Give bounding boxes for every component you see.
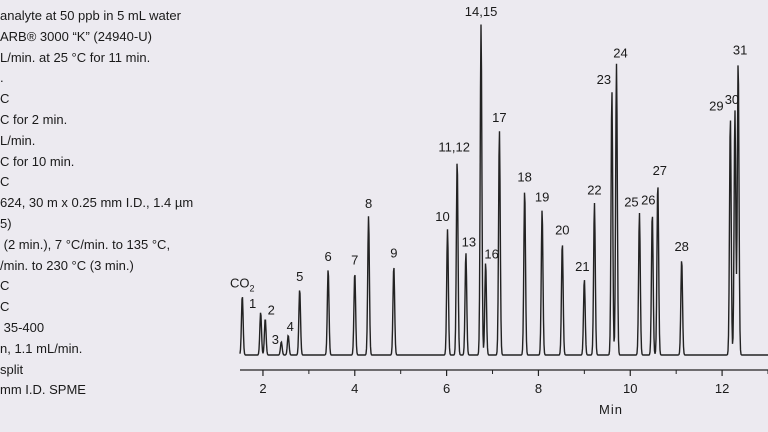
peak-label: 22 — [587, 183, 601, 198]
x-tick-label: 6 — [443, 381, 450, 396]
peak-label: 18 — [517, 170, 531, 185]
x-tick-label: 12 — [715, 381, 729, 396]
x-tick-label: 10 — [623, 381, 637, 396]
peak-label: 31 — [733, 42, 747, 57]
peak-label: 21 — [575, 259, 589, 274]
peak-label: 23 — [597, 72, 611, 87]
peak-label: 26 — [641, 193, 655, 208]
method-text-line: mm I.D. SPME — [0, 382, 86, 398]
peak-label: 1 — [249, 296, 256, 311]
peak-label: 24 — [613, 46, 627, 61]
peak-label: 9 — [390, 246, 397, 261]
peak-label: CO2 — [230, 275, 255, 293]
method-conditions-text: analyte at 50 ppb in 5 mL water ARB® 3000… — [0, 6, 245, 401]
method-text-line: L/min. at 25 °C for 11 min. — [0, 49, 151, 65]
x-axis-title: Min — [599, 402, 623, 417]
chromatogram-trace-group — [239, 24, 768, 356]
peak-label: 3 — [272, 332, 279, 347]
peak-label: 14,15 — [465, 4, 498, 19]
method-text-line: C — [0, 91, 10, 107]
peak-label: 8 — [365, 196, 372, 211]
peak-label: 19 — [535, 189, 549, 204]
method-text-line: n, 1.1 mL/min. — [0, 340, 83, 356]
method-text-line: C for 2 min. — [0, 111, 68, 127]
method-text-line: C — [0, 278, 10, 294]
peak-label: 25 — [624, 195, 638, 210]
x-tick-label: 4 — [351, 381, 358, 396]
peak-label: 10 — [435, 209, 449, 224]
method-text-line: . — [0, 70, 4, 86]
x-tick-label: 2 — [259, 381, 266, 396]
peak-label: 28 — [674, 239, 688, 254]
x-axis: 2 4 6 8 10 12 — [240, 369, 768, 396]
method-text-line: C — [0, 299, 10, 315]
peak-label: 20 — [555, 222, 569, 237]
peak-label: 2 — [268, 303, 275, 318]
method-text-line: L/min. — [0, 132, 36, 148]
method-text-line: /min. to 230 °C (3 min.) — [0, 257, 134, 273]
method-text-line: C for 10 min. — [0, 153, 75, 169]
method-text-line: split — [0, 361, 24, 377]
peak-label: 17 — [492, 110, 506, 125]
method-text-line: (2 min.), 7 °C/min. to 135 °C, — [0, 236, 171, 252]
chromatogram-trace — [239, 24, 768, 356]
peak-label: 30 — [725, 92, 739, 107]
peak-label: 5 — [296, 269, 303, 284]
peak-label: 4 — [287, 319, 294, 334]
method-text-line: C — [0, 174, 10, 190]
peak-label: 27 — [653, 163, 667, 178]
peak-label: 6 — [325, 249, 332, 264]
method-text-line: 5) — [0, 215, 12, 231]
peak-label: 11,12 — [438, 140, 470, 155]
method-text-line: ARB® 3000 “K” (24940-U) — [0, 28, 152, 44]
peak-label: 16 — [484, 246, 498, 261]
method-text-line: 35-400 — [0, 319, 45, 335]
peak-label: 7 — [351, 252, 358, 267]
method-text-line: 624, 30 m x 0.25 mm I.D., 1.4 µm — [0, 195, 194, 211]
x-tick-label: 8 — [535, 381, 542, 396]
method-text-line: analyte at 50 ppb in 5 mL water — [0, 8, 181, 23]
peak-label: 13 — [462, 234, 476, 249]
peak-label: 29 — [709, 99, 723, 114]
